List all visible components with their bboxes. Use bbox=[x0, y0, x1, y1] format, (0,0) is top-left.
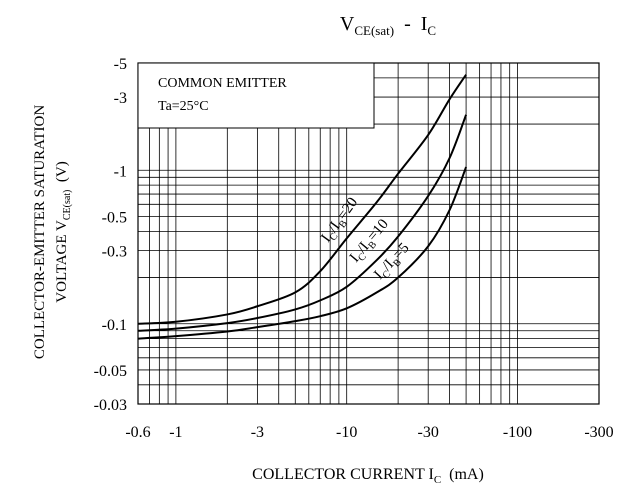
y-axis-label-line-1: COLLECTOR-EMITTER SATURATION bbox=[32, 105, 48, 359]
x-tick-label: -1 bbox=[169, 424, 182, 441]
y-axis-label-line-2: VOLTAGE VCE(sat) (V) bbox=[54, 161, 73, 302]
y-tick-label: -0.05 bbox=[94, 363, 127, 380]
annotation-box-frame bbox=[137, 62, 375, 129]
annotation-box: COMMON EMITTER Ta=25°C bbox=[137, 62, 375, 129]
y-tick-label: -3 bbox=[114, 90, 127, 107]
title-v-sub: CE(sat) bbox=[354, 23, 394, 38]
annotation-line-1: COMMON EMITTER bbox=[158, 76, 287, 91]
x-tick-label: -100 bbox=[503, 424, 532, 441]
series-line-2 bbox=[137, 114, 468, 332]
x-tick-label: -30 bbox=[418, 424, 439, 441]
title-sep: - bbox=[394, 13, 421, 35]
title-i: I bbox=[421, 13, 428, 35]
tick-labels: -0.6 -1 -3 -10 -30 -100 -300 -0.03 -0.05 -0.1 -0.3… bbox=[94, 56, 614, 441]
y-tick-label: -0.5 bbox=[102, 209, 127, 226]
chart-title: VCE(sat) - IC bbox=[340, 13, 436, 38]
x-tick-label: -300 bbox=[584, 424, 613, 441]
x-axis-label: COLLECTOR CURRENT IC (mA) bbox=[252, 466, 484, 486]
y-tick-label: -0.3 bbox=[102, 244, 127, 261]
series-line-1 bbox=[137, 74, 467, 325]
title-v: V bbox=[340, 13, 355, 35]
x-tick-label: -0.6 bbox=[125, 424, 150, 441]
curves bbox=[137, 74, 468, 340]
y-tick-label: -0.03 bbox=[94, 397, 127, 414]
y-tick-label: -5 bbox=[114, 56, 127, 73]
series-label-ic-ib-20: IC/IB=20 bbox=[318, 195, 363, 247]
annotation-line-2: Ta=25°C bbox=[158, 99, 209, 114]
series-line-3 bbox=[137, 166, 468, 340]
x-tick-label: -10 bbox=[336, 424, 357, 441]
title-i-sub: C bbox=[427, 23, 436, 38]
series-label-ic-ib-5: IC/IB=5 bbox=[371, 240, 415, 285]
x-tick-label: -3 bbox=[251, 424, 264, 441]
y-tick-label: -1 bbox=[114, 163, 127, 180]
y-tick-label: -0.1 bbox=[102, 317, 127, 334]
